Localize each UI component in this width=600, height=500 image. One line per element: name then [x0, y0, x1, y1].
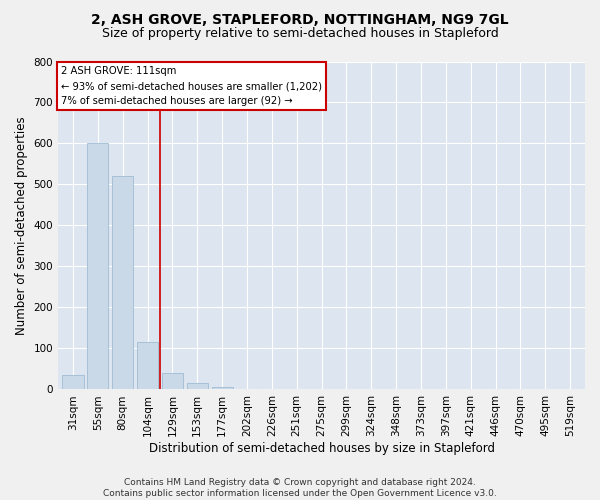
Bar [62, 375, 83, 390]
Text: Contains HM Land Registry data © Crown copyright and database right 2024.
Contai: Contains HM Land Registry data © Crown c… [103, 478, 497, 498]
Text: 2 ASH GROVE: 111sqm
← 93% of semi-detached houses are smaller (1,202)
7% of semi: 2 ASH GROVE: 111sqm ← 93% of semi-detach… [61, 66, 322, 106]
Bar [187, 384, 208, 390]
Text: Size of property relative to semi-detached houses in Stapleford: Size of property relative to semi-detach… [101, 28, 499, 40]
Bar [87, 144, 109, 390]
Bar [137, 342, 158, 390]
Bar [162, 373, 183, 390]
Y-axis label: Number of semi-detached properties: Number of semi-detached properties [15, 116, 28, 335]
Bar [212, 388, 233, 390]
X-axis label: Distribution of semi-detached houses by size in Stapleford: Distribution of semi-detached houses by … [149, 442, 494, 455]
Bar [112, 176, 133, 390]
Text: 2, ASH GROVE, STAPLEFORD, NOTTINGHAM, NG9 7GL: 2, ASH GROVE, STAPLEFORD, NOTTINGHAM, NG… [91, 12, 509, 26]
